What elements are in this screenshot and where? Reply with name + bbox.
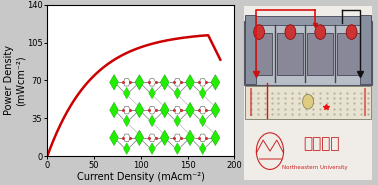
Polygon shape [211,75,220,90]
FancyBboxPatch shape [277,33,303,75]
FancyBboxPatch shape [244,21,372,85]
Circle shape [285,25,296,39]
FancyBboxPatch shape [337,33,366,75]
Polygon shape [135,102,144,118]
Polygon shape [211,102,220,118]
Circle shape [303,94,313,109]
X-axis label: Current Density (mAcm⁻²): Current Density (mAcm⁻²) [77,171,205,181]
Polygon shape [123,87,130,99]
Polygon shape [149,143,155,154]
Polygon shape [174,143,181,154]
Y-axis label: Power Density
(mWcm⁻²): Power Density (mWcm⁻²) [4,46,25,115]
Text: 东北大学: 东北大学 [304,136,340,151]
Polygon shape [160,75,169,90]
Polygon shape [174,87,181,99]
Polygon shape [174,115,181,127]
Polygon shape [123,115,130,127]
Polygon shape [199,115,206,127]
Polygon shape [110,75,118,90]
Polygon shape [149,87,155,99]
Polygon shape [110,130,118,146]
FancyBboxPatch shape [245,86,371,119]
FancyBboxPatch shape [361,15,371,84]
Polygon shape [135,75,144,90]
FancyBboxPatch shape [245,16,371,25]
FancyBboxPatch shape [307,33,333,75]
Circle shape [315,25,326,39]
FancyBboxPatch shape [245,15,256,84]
Polygon shape [199,143,206,154]
Polygon shape [160,130,169,146]
Polygon shape [186,130,194,146]
Polygon shape [135,130,144,146]
Polygon shape [211,130,220,146]
Circle shape [346,25,357,39]
Circle shape [254,25,265,39]
Polygon shape [199,87,206,99]
Polygon shape [149,115,155,127]
Text: Northeastern University: Northeastern University [282,165,348,170]
Polygon shape [110,102,118,118]
FancyBboxPatch shape [244,6,372,180]
Polygon shape [123,143,130,154]
Polygon shape [186,102,194,118]
Polygon shape [160,102,169,118]
FancyBboxPatch shape [248,33,272,75]
Polygon shape [186,75,194,90]
